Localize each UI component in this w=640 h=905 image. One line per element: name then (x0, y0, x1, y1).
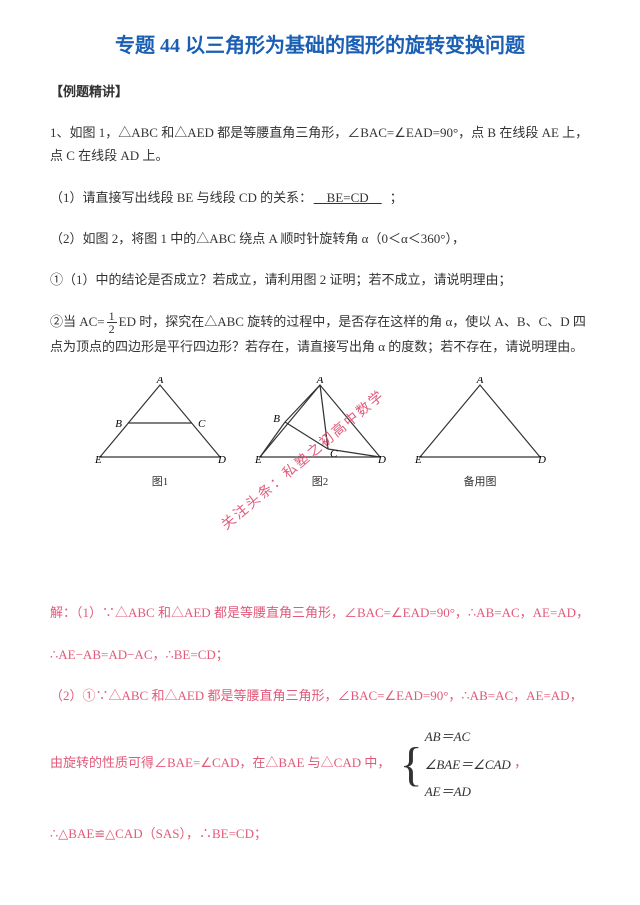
figure-1-label: 图1 (90, 474, 230, 492)
brace-line-3: AE＝AD (425, 780, 511, 803)
page-title: 专题 44 以三角形为基础的图形的旋转变换问题 (50, 30, 590, 62)
fraction-den: 2 (107, 323, 117, 335)
figure-1-svg: A B C E D (90, 377, 230, 472)
figure-3: A E D 备用图 (410, 377, 550, 492)
answer-block: 解：（1）∵△ABC 和△AED 都是等腰直角三角形，∠BAC=∠EAD=90°… (50, 601, 590, 845)
q1-text: （1）请直接写出线段 BE 与线段 CD 的关系： (50, 190, 306, 205)
svg-text:C: C (330, 448, 338, 460)
svg-text:D: D (377, 454, 386, 466)
answer-1b: ∴AE−AB=AD−AC，∴BE=CD； (50, 643, 590, 666)
svg-text:B: B (273, 413, 280, 425)
svg-text:B: B (115, 418, 122, 430)
section-label: 【例题精讲】 (50, 82, 590, 103)
brace-line-2: ∠BAE＝∠CAD (425, 753, 511, 776)
question-2: （2）如图 2，将图 1 中的△ABC 绕点 A 顺时针旋转角 α（0＜α＜36… (50, 227, 590, 250)
q1-answer-blank: BE=CD (306, 190, 390, 205)
figure-2-label: 图2 (250, 474, 390, 492)
answer-2b: 由旋转的性质可得∠BAE=∠CAD，在△BAE 与△CAD 中， { AB＝AC… (50, 725, 590, 803)
svg-text:A: A (156, 377, 164, 386)
svg-text:A: A (316, 377, 324, 386)
question-2-ii: ②当 AC=12ED 时，探究在△ABC 旋转的过程中，是否存在这样的角 α，使… (50, 310, 590, 359)
svg-text:E: E (414, 454, 422, 466)
question-2-i: ①（1）中的结论是否成立？若成立，请利用图 2 证明；若不成立，请说明理由； (50, 268, 590, 291)
q1-tail: ； (390, 190, 403, 205)
answer-2b-text: 由旋转的性质可得∠BAE=∠CAD，在△BAE 与△CAD 中， (50, 756, 390, 771)
brace-left: { (400, 741, 423, 789)
svg-text:A: A (476, 377, 484, 386)
brace-system: { AB＝AC ∠BAE＝∠CAD AE＝AD (400, 725, 511, 803)
answer-2a: （2）①∵△ABC 和△AED 都是等腰直角三角形，∠BAC=∠EAD=90°，… (50, 684, 590, 707)
svg-text:D: D (217, 454, 226, 466)
brace-lines: AB＝AC ∠BAE＝∠CAD AE＝AD (425, 725, 511, 803)
answer-1a: 解：（1）∵△ABC 和△AED 都是等腰直角三角形，∠BAC=∠EAD=90°… (50, 601, 590, 624)
answer-2b-tail: ， (514, 756, 527, 771)
svg-text:E: E (94, 454, 102, 466)
answer-2c: ∴△BAE≌△CAD（SAS），∴BE=CD； (50, 822, 590, 845)
question-1: （1）请直接写出线段 BE 与线段 CD 的关系： BE=CD ； (50, 186, 590, 209)
q2ii-b: ED 时，探究在△ABC 旋转的过程中，是否存在这样的角 α，使以 A、B、C、… (50, 314, 586, 355)
figures-row: A B C E D 图1 A B C E D 图2 A E D (50, 377, 590, 492)
svg-text:C: C (198, 418, 206, 430)
figure-2: A B C E D 图2 (250, 377, 390, 492)
svg-text:D: D (537, 454, 546, 466)
spacer (50, 501, 590, 601)
figure-3-label: 备用图 (410, 474, 550, 492)
q2ii-a: ②当 AC= (50, 314, 105, 329)
brace-line-1: AB＝AC (425, 725, 511, 748)
figure-1: A B C E D 图1 (90, 377, 230, 492)
fraction: 12 (107, 310, 117, 335)
figure-3-svg: A E D (410, 377, 550, 472)
figure-2-svg: A B C E D (250, 377, 390, 472)
svg-text:E: E (254, 454, 262, 466)
problem-intro: 1、如图 1，△ABC 和△AED 都是等腰直角三角形，∠BAC=∠EAD=90… (50, 121, 590, 168)
